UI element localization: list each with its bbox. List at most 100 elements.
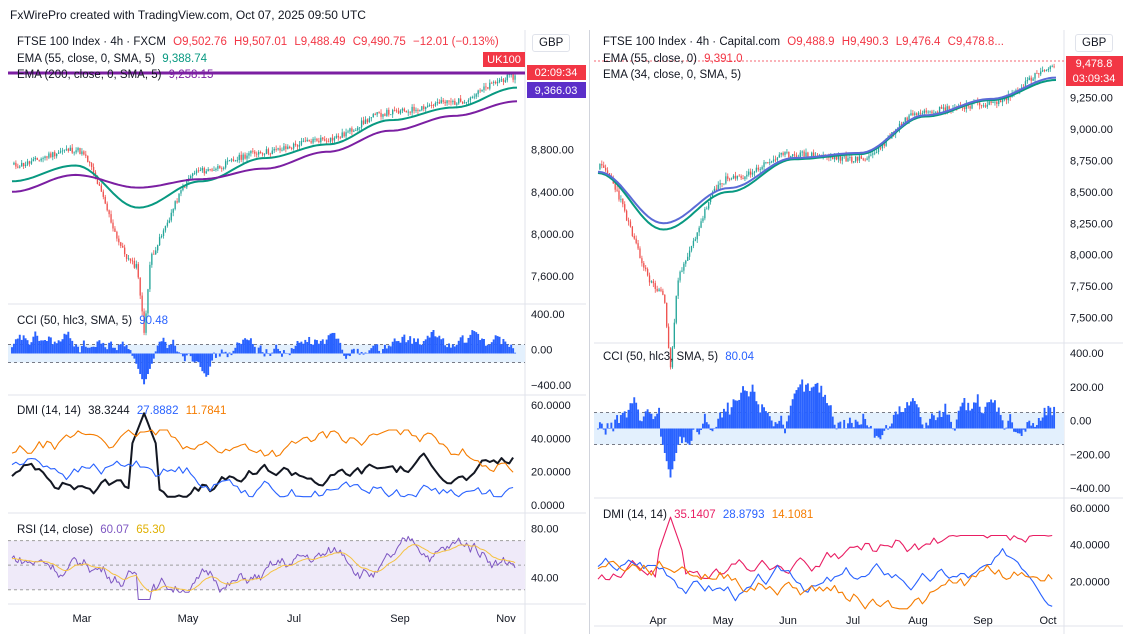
right-candle (927, 111, 929, 113)
left-chart-canvas[interactable]: 8,800.00 8,400.00 8,000.00 7,600.00 400.00 0.… (8, 30, 586, 634)
left-candle (13, 162, 15, 165)
right-price-tick: 8,000.00 (1070, 250, 1113, 262)
right-candle (1030, 77, 1032, 81)
right-candle (812, 152, 815, 157)
left-candle (156, 245, 159, 251)
left-candle (283, 146, 285, 150)
right-time-tick: May (713, 615, 734, 627)
left-dmi-legend[interactable]: DMI (14, 14) 38.3244 27.8882 11.7841 (17, 405, 226, 417)
left-candle (337, 135, 339, 138)
right-candle (866, 158, 868, 160)
right-candle (990, 101, 992, 103)
left-candle (479, 90, 481, 92)
left-candle (325, 140, 328, 142)
left-cci-legend[interactable]: CCI (50, hlc3, SMA, 5) 90.48 (17, 315, 168, 327)
left-candle (322, 137, 324, 140)
left-rsi-legend[interactable]: RSI (14, close) 60.07 65.30 (17, 524, 165, 536)
left-candle (399, 110, 402, 114)
right-candle (646, 269, 649, 276)
left-candle (54, 152, 56, 157)
right-candle (862, 158, 864, 160)
right-ema2-legend[interactable]: EMA (34, close, 0, SMA, 5) (603, 69, 741, 81)
left-candle (155, 250, 157, 255)
left-chart-panel[interactable]: 8,800.00 8,400.00 8,000.00 7,600.00 400.00 0.… (8, 30, 586, 634)
left-candle (254, 151, 256, 154)
left-candle (386, 109, 388, 116)
left-ema1-legend[interactable]: EMA (55, close, 0, SMA, 5) 9,388.74 (17, 53, 207, 65)
right-candle (788, 151, 790, 158)
left-candle (81, 151, 83, 155)
left-candle (26, 161, 29, 165)
right-candle (631, 226, 634, 236)
right-candle (753, 171, 756, 173)
left-candle (440, 100, 442, 104)
right-symbol-title[interactable]: FTSE 100 Index · 4h · Capital.com (603, 36, 781, 48)
left-ema2-legend[interactable]: EMA (200, close, 0, SMA, 5) 9,258.15 (17, 69, 213, 81)
right-candle (637, 243, 639, 249)
right-candle (996, 101, 998, 104)
right-dmi-tick: 60.0000 (1070, 503, 1110, 515)
left-candle (452, 101, 454, 103)
left-currency-button[interactable]: GBP (532, 34, 571, 52)
right-candle (845, 155, 847, 162)
left-candle (102, 191, 104, 197)
panel-separator (589, 30, 590, 634)
left-candle (248, 153, 250, 156)
right-ema1-legend[interactable]: EMA (55, close, 0) 9,391.0 (603, 53, 743, 65)
left-candle (397, 110, 400, 114)
right-cci-legend[interactable]: CCI (50, hlc3, SMA, 5) 80.04 (603, 351, 754, 363)
left-candle (263, 153, 266, 155)
left-symbol-title[interactable]: FTSE 100 Index · 4h · FXCM (17, 36, 166, 48)
right-candle (601, 164, 603, 166)
right-candle (1049, 66, 1051, 69)
right-currency-button[interactable]: GBP (1075, 34, 1114, 52)
left-candle (458, 98, 460, 104)
left-candle (44, 156, 46, 159)
left-dmi-tick: 0.0000 (531, 500, 565, 512)
right-candle (786, 151, 788, 153)
right-candle (875, 151, 878, 153)
right-candle (1040, 71, 1042, 75)
right-chart-panel[interactable]: 9,250.00 9,000.00 8,750.00 8,500.00 8,250.00… (594, 30, 1123, 634)
right-candle (994, 101, 996, 103)
right-candle (738, 175, 740, 177)
right-candle (618, 190, 620, 200)
left-rsi-tick: 40.00 (531, 572, 559, 584)
left-price-tick: 8,800.00 (531, 145, 574, 157)
left-candle (259, 151, 262, 154)
left-candle (182, 187, 184, 191)
left-candle (131, 260, 134, 262)
left-candle (372, 114, 374, 118)
left-candle (164, 225, 167, 231)
left-candle (176, 201, 178, 203)
right-candle (938, 106, 941, 113)
right-candle (633, 235, 635, 239)
left-candle (465, 101, 468, 103)
left-candle (213, 170, 215, 171)
right-chart-canvas[interactable]: 9,250.00 9,000.00 8,750.00 8,500.00 8,250.00… (594, 30, 1123, 634)
left-candle (370, 117, 373, 119)
left-dmi-minus: 11.7841 (185, 405, 227, 417)
left-candle (207, 169, 209, 172)
right-candle (885, 139, 887, 146)
left-candle (324, 139, 326, 141)
right-dmi-v3: 14.1081 (771, 509, 814, 521)
left-cci-value: 90.48 (139, 315, 169, 327)
left-candle (129, 258, 132, 261)
right-candle (803, 151, 805, 157)
left-candle (512, 74, 514, 80)
left-candle (401, 108, 404, 111)
right-dmi-legend[interactable]: DMI (14, 14) 35.1407 28.8793 14.1081 (603, 509, 813, 521)
right-candle (1005, 97, 1008, 101)
left-candle (355, 130, 357, 131)
right-dmi-v1: 35.1407 (674, 509, 716, 521)
right-time-tick: Sep (973, 615, 993, 627)
left-candle (127, 258, 130, 260)
right-candle (1047, 68, 1050, 71)
left-candle (261, 153, 264, 155)
left-candle (461, 101, 464, 104)
right-candle (778, 154, 780, 158)
left-candles (13, 71, 516, 336)
left-candle (277, 148, 279, 150)
right-candle (811, 152, 813, 158)
